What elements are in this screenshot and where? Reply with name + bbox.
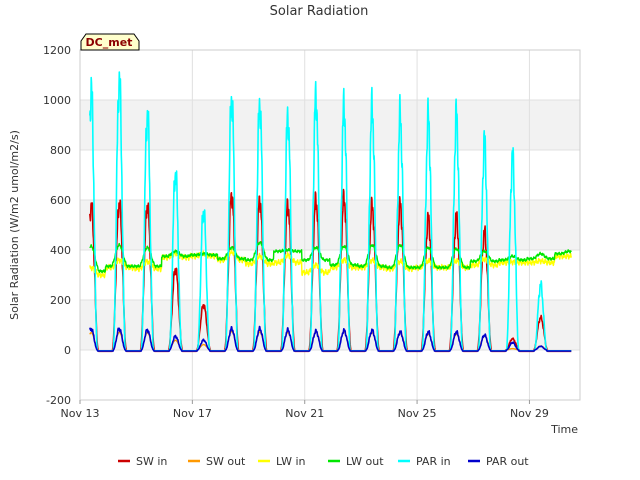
legend-item-par-in: PAR in [398, 455, 451, 468]
chart-title: Solar Radiation [270, 4, 369, 19]
series-line-lw-out [89, 240, 572, 274]
grid-band [80, 300, 580, 350]
x-tick-label: Nov 21 [285, 407, 324, 420]
grid-band [80, 100, 580, 150]
plot-area [80, 50, 580, 400]
x-tick-label: Nov 17 [173, 407, 212, 420]
legend-item-sw-out: SW out [188, 455, 246, 468]
legend-label: PAR in [416, 455, 451, 468]
y-tick-label: 400 [50, 244, 71, 257]
legend-item-lw-in: LW in [258, 455, 306, 468]
y-tick-label: 600 [50, 194, 71, 207]
y-axis-ticks: -200 0 200 400 600 800 1000 1200 [43, 44, 71, 407]
plot-frame [79, 49, 581, 401]
y-tick-label: 1000 [43, 94, 71, 107]
legend-item-lw-out: LW out [328, 455, 384, 468]
y-tick-label: -200 [46, 394, 71, 407]
y-tick-label: 0 [64, 344, 71, 357]
data-lines [89, 71, 572, 353]
legend-label: PAR out [486, 455, 529, 468]
badge-label: DC_met [86, 36, 133, 49]
legend-item-par-out: PAR out [468, 455, 529, 468]
legend-label: LW in [276, 455, 306, 468]
legend-label: SW in [136, 455, 167, 468]
x-tick-label: Nov 25 [398, 407, 437, 420]
x-tick-label: Nov 29 [510, 407, 549, 420]
grid-band [80, 200, 580, 250]
dc-met-badge: DC_met [80, 33, 140, 51]
y-tick-label: 200 [50, 294, 71, 307]
series-line-lw-in [89, 248, 572, 279]
y-tick-label: 800 [50, 144, 71, 157]
y-tick-label: 1200 [43, 44, 71, 57]
legend-label: SW out [206, 455, 246, 468]
x-axis-label: Time [550, 423, 578, 436]
y-axis-label: Solar Radiation (W/m2 umol/m2/s) [8, 130, 21, 320]
x-tick-label: Nov 13 [61, 407, 100, 420]
series-line-par-out [89, 325, 572, 352]
legend-item-sw-in: SW in [118, 455, 167, 468]
legend-label: LW out [346, 455, 384, 468]
x-axis-ticks: Nov 13 Nov 17 Nov 21 Nov 25 Nov 29 [61, 400, 549, 420]
legend: SW in SW out LW in LW out PAR in PAR out [118, 455, 529, 468]
